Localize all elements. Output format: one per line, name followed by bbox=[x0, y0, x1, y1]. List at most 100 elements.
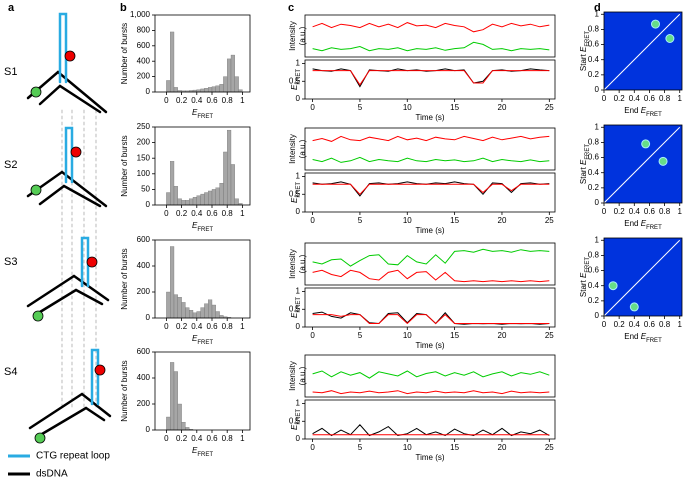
x-tick-label: 0.8 bbox=[222, 96, 234, 105]
y-axis-label-prefix: Start bbox=[579, 165, 588, 184]
x-tick-label: 20 bbox=[498, 216, 507, 225]
x-tick-label: 20 bbox=[498, 443, 507, 452]
y-tick-label: 250 bbox=[137, 122, 151, 131]
y-tick-label: 0 bbox=[146, 313, 151, 322]
bar bbox=[189, 198, 194, 206]
x-axis-label: EFRET bbox=[192, 334, 213, 345]
trace bbox=[312, 424, 550, 437]
y-axis-label-symbol: E bbox=[290, 424, 299, 430]
diagonal bbox=[603, 126, 681, 204]
bar bbox=[166, 416, 171, 431]
trace bbox=[312, 135, 550, 142]
x-tick-label: 0.8 bbox=[659, 94, 671, 103]
bar bbox=[181, 200, 186, 206]
y-axis-label: Intensity bbox=[288, 21, 297, 51]
x-tick-label: 0.8 bbox=[659, 320, 671, 329]
y-axis-label: (a.u.) bbox=[298, 139, 307, 158]
diagonal bbox=[603, 239, 681, 317]
legend-label: dsDNA bbox=[36, 469, 68, 480]
x-tick-label: 0 bbox=[310, 103, 315, 112]
y-axis-label-symbol: E bbox=[290, 197, 299, 203]
trace bbox=[312, 41, 550, 52]
y-axis-label: (a.u.) bbox=[298, 254, 307, 273]
y-tick-label: 200 bbox=[137, 399, 151, 408]
y-tick-label: 400 bbox=[137, 56, 151, 65]
x-axis-label-sub: FRET bbox=[197, 227, 213, 233]
y-tick-label: 400 bbox=[137, 261, 151, 270]
row-label: S1 bbox=[4, 66, 17, 78]
y-tick-label: 1 bbox=[595, 235, 600, 244]
x-tick-label: 0 bbox=[602, 94, 607, 103]
y-tick-label: 150 bbox=[137, 153, 151, 162]
x-tick-label: 0 bbox=[164, 209, 169, 218]
x-tick-label: 15 bbox=[450, 331, 459, 340]
y-axis-label-prefix: Start bbox=[579, 52, 588, 71]
trace bbox=[312, 390, 550, 395]
plot-frame bbox=[304, 242, 556, 286]
bar bbox=[173, 294, 178, 319]
y-tick-label: 0 bbox=[146, 200, 151, 209]
y-axis-label: Number of bursts bbox=[120, 23, 129, 84]
plot-frame bbox=[154, 351, 251, 431]
plot-frame bbox=[304, 287, 556, 328]
bar bbox=[211, 86, 216, 93]
y-tick-label: 200 bbox=[137, 72, 151, 81]
trace bbox=[312, 248, 550, 267]
plot-frame bbox=[304, 172, 556, 213]
y-tick-label: 0.2 bbox=[588, 70, 600, 79]
x-axis-label-symbol: E bbox=[192, 446, 198, 455]
x-axis-label-sub: FRET bbox=[646, 112, 662, 118]
legend-label: CTG repeat loop bbox=[36, 451, 110, 462]
bar bbox=[173, 87, 178, 93]
x-tick-label: 10 bbox=[403, 216, 412, 225]
bar bbox=[200, 193, 205, 206]
trace bbox=[312, 22, 550, 33]
y-axis-label: EFRET bbox=[290, 182, 301, 203]
y-axis-label: Number of bursts bbox=[120, 135, 129, 196]
x-axis-label-prefix: End bbox=[624, 106, 640, 115]
x-tick-label: 20 bbox=[498, 331, 507, 340]
y-axis-label: Number of bursts bbox=[120, 360, 129, 421]
x-axis-label: Time (s) bbox=[415, 453, 444, 462]
x-tick-label: 1 bbox=[240, 96, 245, 105]
x-axis-label: EFRET bbox=[192, 446, 213, 457]
x-tick-label: 0 bbox=[310, 443, 315, 452]
y-axis-label: Intensity bbox=[288, 361, 297, 391]
bar bbox=[177, 297, 182, 319]
y-tick-label: 1,000 bbox=[130, 10, 151, 19]
bar bbox=[170, 31, 175, 93]
bar bbox=[230, 164, 235, 206]
bar bbox=[181, 422, 186, 431]
x-tick-label: 0.4 bbox=[629, 207, 641, 216]
plot-frame bbox=[304, 14, 556, 58]
x-tick-label: 25 bbox=[545, 443, 554, 452]
bar bbox=[170, 362, 175, 431]
bar bbox=[215, 85, 220, 93]
y-axis-label: Number of bursts bbox=[120, 248, 129, 309]
bar bbox=[204, 303, 209, 319]
y-tick-label: 1 bbox=[595, 122, 600, 131]
x-tick-label: 0.6 bbox=[206, 209, 218, 218]
x-tick-label: 0.2 bbox=[176, 434, 188, 443]
x-axis-label-sub: FRET bbox=[197, 340, 213, 346]
y-axis-label: Start EFRET bbox=[579, 144, 590, 184]
bar bbox=[219, 84, 224, 93]
plot-frame bbox=[304, 354, 556, 398]
y-tick-label: 600 bbox=[137, 347, 151, 356]
y-tick-label: 1 bbox=[595, 9, 600, 18]
y-axis-label: Start EFRET bbox=[579, 257, 590, 297]
bar bbox=[208, 299, 213, 319]
x-tick-label: 25 bbox=[545, 331, 554, 340]
y-tick-label: 0.8 bbox=[588, 251, 600, 260]
y-tick-label: 600 bbox=[137, 235, 151, 244]
x-tick-label: 0 bbox=[164, 322, 169, 331]
y-axis-label-symbol: E bbox=[290, 84, 299, 90]
x-tick-label: 0 bbox=[602, 320, 607, 329]
x-tick-label: 0.8 bbox=[659, 207, 671, 216]
x-tick-label: 15 bbox=[450, 216, 459, 225]
bar bbox=[196, 311, 201, 319]
x-tick-label: 10 bbox=[403, 331, 412, 340]
bar bbox=[215, 187, 220, 206]
y-tick-label: 0.8 bbox=[588, 25, 600, 34]
